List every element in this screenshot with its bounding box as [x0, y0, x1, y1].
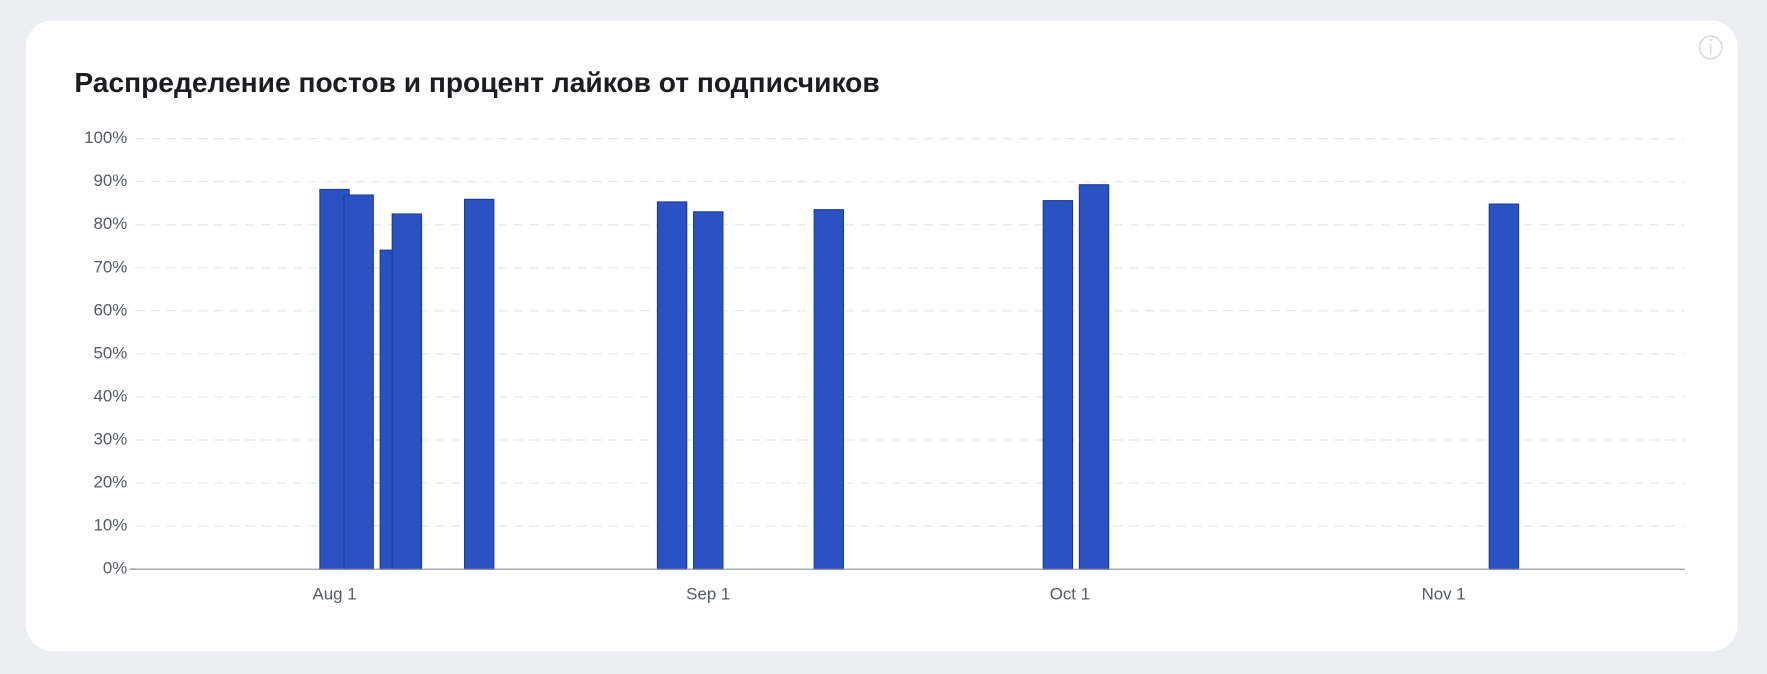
bar	[1078, 184, 1110, 570]
bar	[1488, 203, 1520, 570]
y-tick-label: 100%	[84, 128, 127, 147]
bar	[391, 213, 423, 570]
bar	[1042, 200, 1074, 570]
bar	[693, 211, 724, 570]
y-tick-label: 40%	[94, 386, 128, 405]
bar	[463, 198, 495, 570]
x-tick-label: Nov 1	[1422, 585, 1466, 604]
card	[25, 20, 1738, 652]
y-tick-label: 20%	[94, 473, 128, 492]
x-tick-label: Oct 1	[1050, 585, 1090, 604]
y-tick-label: 50%	[94, 343, 128, 362]
y-tick-label: 30%	[94, 429, 128, 448]
bar	[813, 209, 845, 570]
y-tick-label: 70%	[94, 257, 128, 276]
y-tick-label: 60%	[94, 300, 128, 319]
x-tick-label: Sep 1	[686, 585, 730, 604]
y-tick-label: 80%	[94, 214, 128, 233]
info-icon[interactable]	[1698, 35, 1723, 60]
chart-title: Распределение постов и процент лайков от…	[74, 66, 879, 98]
bar	[656, 201, 688, 570]
bar	[343, 194, 374, 570]
y-tick-label: 0%	[103, 559, 127, 578]
x-tick-label: Aug 1	[312, 585, 356, 604]
y-tick-label: 90%	[94, 171, 128, 190]
y-tick-label: 10%	[94, 516, 128, 535]
